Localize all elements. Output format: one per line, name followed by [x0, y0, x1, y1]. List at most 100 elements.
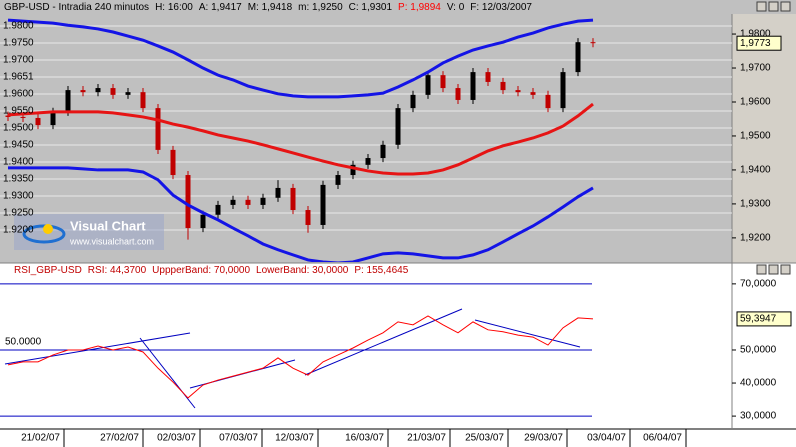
band-line [7, 18, 594, 99]
rsi-header-text: RSI_GBP-USD RSI: 44,3700 UppperBand: 70,00… [14, 265, 409, 276]
left-scale-label: 1.9200 [3, 225, 34, 236]
x-tick-label: 27/02/07 [100, 433, 139, 444]
x-tick-label: 12/03/07 [275, 433, 314, 444]
candle-body [350, 164, 356, 176]
y-tick-label: 40,0000 [740, 378, 777, 389]
header-item: RSI_GBP-USD [14, 265, 82, 276]
candle-body [35, 117, 41, 126]
left-scale-label: 1.9400 [3, 157, 34, 168]
x-tick-label: 21/03/07 [407, 433, 446, 444]
header-item: RSI: 44,3700 [88, 265, 147, 276]
x-tick-label: 02/03/07 [157, 433, 196, 444]
y-tick-label: 1,9600 [740, 97, 771, 108]
header-item: GBP-USD - Intradia 240 minutos [4, 2, 149, 13]
candle-body [215, 204, 221, 215]
minimize-button[interactable] [756, 1, 767, 12]
x-tick-label: 29/03/07 [524, 433, 563, 444]
price-box [736, 35, 782, 51]
logo-url: www.visualchart.com [69, 236, 154, 246]
candle-body [515, 90, 521, 93]
logo-dot [43, 224, 53, 234]
trend-line [304, 308, 463, 376]
candle-body [95, 88, 101, 93]
candle-body [260, 197, 266, 205]
rsi-panel [0, 263, 796, 429]
header-item: V: 0 [447, 2, 465, 13]
logo-title: Visual Chart [70, 218, 146, 233]
trend-line [4, 332, 191, 365]
y-tick-label: 1,9300 [740, 199, 771, 210]
header-item: A: 1,9417 [199, 2, 242, 13]
header-item: H: 16:00 [155, 2, 193, 13]
left-scale-label: 1.9350 [3, 174, 34, 185]
y-tick-label: 1,9700 [740, 63, 771, 74]
left-scale-label: 1.9450 [3, 140, 34, 151]
candle-body [410, 94, 416, 109]
close-button[interactable] [780, 1, 791, 12]
x-tick-label: 07/03/07 [219, 433, 258, 444]
price-axis-area [732, 14, 796, 263]
candle-body [380, 144, 386, 159]
candle-body [200, 214, 206, 229]
candle-body [455, 88, 461, 100]
price-header: GBP-USD - Intradia 240 minutos H: 16:00 A:… [4, 2, 532, 13]
y-tick-label: 30,0000 [740, 411, 777, 422]
x-tick-label: 03/04/07 [587, 433, 626, 444]
left-level-label: 50.0000 [5, 337, 42, 348]
candle-body [470, 72, 476, 100]
header-item: P: 1,9894 [398, 2, 441, 13]
candle-body [110, 88, 116, 95]
left-scale-label: 1.9750 [3, 38, 34, 49]
x-tick-label: 16/03/07 [345, 433, 384, 444]
y-tick-label: 1,9800 [740, 29, 771, 40]
y-tick-label: 1,9200 [740, 233, 771, 244]
price-plot [5, 18, 596, 262]
candle-body [425, 75, 431, 95]
candle-body [440, 75, 446, 89]
rsi-line [7, 315, 594, 399]
trend-line [474, 319, 581, 348]
header-item: m: 1,9250 [298, 2, 343, 13]
candle-body [545, 94, 551, 109]
candle-body [365, 158, 371, 165]
header-item: UppperBand: 70,0000 [152, 265, 250, 276]
y-tick-label: 50,0000 [740, 345, 777, 356]
value-box-label: 59,3947 [740, 314, 777, 325]
rsi-plot [0, 283, 594, 417]
x-tick-label: 25/03/07 [465, 433, 504, 444]
candle-body [305, 210, 311, 225]
logo-box [14, 214, 164, 250]
minimize-button[interactable] [756, 264, 767, 275]
left-scale-label: 1.9700 [3, 55, 34, 66]
candle-body [80, 90, 86, 93]
watermark-logo: Visual Chart www.visualchart.com [14, 214, 164, 250]
candle-body [125, 92, 131, 95]
candle-body [320, 184, 326, 225]
candle-body [50, 111, 56, 126]
left-scale-label: 1.9800 [3, 21, 34, 32]
candle-body [185, 175, 191, 229]
header-item: C: 1,9301 [349, 2, 393, 13]
value-box [736, 311, 792, 327]
header-item: M: 1,9418 [248, 2, 293, 13]
candle-body [140, 92, 146, 109]
candle-body [275, 187, 281, 198]
candle-body [530, 92, 536, 95]
candle-body [245, 199, 251, 205]
y-tick-label: 1,9400 [740, 165, 771, 176]
x-tick-label: 06/04/07 [643, 433, 682, 444]
header-item: F: 12/03/2007 [470, 2, 532, 13]
window-buttons[interactable] [756, 1, 791, 275]
left-scale-label: 1.9300 [3, 191, 34, 202]
close-button[interactable] [780, 264, 791, 275]
maximize-button[interactable] [768, 1, 779, 12]
candle-body [170, 149, 176, 176]
y-tick-label: 1,9500 [740, 131, 771, 142]
left-scale-label: 1.9651 [3, 72, 34, 83]
maximize-button[interactable] [768, 264, 779, 275]
rsi-header [0, 263, 796, 276]
candle-body [560, 72, 566, 109]
price-box-label: 1,9773 [740, 38, 771, 49]
band-line [7, 102, 594, 176]
